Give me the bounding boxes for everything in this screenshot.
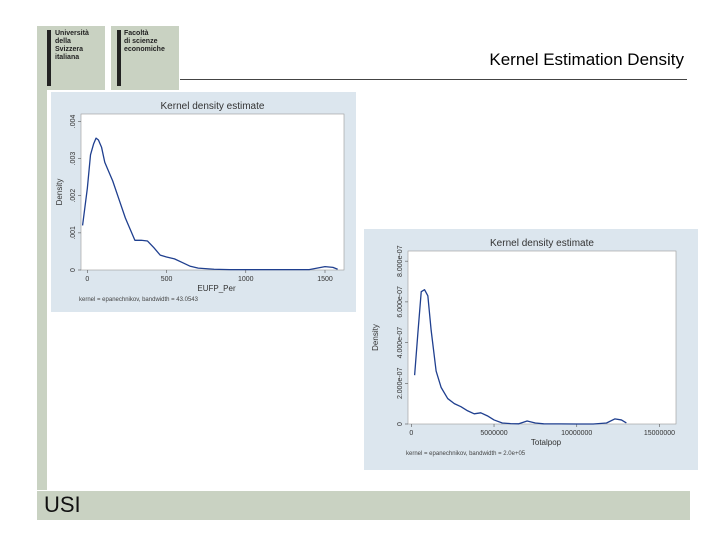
logo-bar [47, 30, 51, 86]
plot-area [80, 113, 345, 271]
x-tick-label: 1000 [238, 276, 254, 283]
x-tick-label: 500 [161, 276, 173, 283]
y-tick-label: 0 [70, 268, 77, 272]
faculty-name: Facoltà di scienze economiche [124, 30, 165, 53]
chart-title: Kernel density estimate [490, 238, 594, 249]
plot-area [407, 250, 677, 425]
logo-bar [117, 30, 121, 86]
x-axis-label: EUFP_Per [197, 284, 236, 293]
y-axis-label: Density [371, 324, 380, 351]
y-tick-label: 2.000e-07 [397, 367, 404, 399]
y-tick-label: .004 [70, 115, 77, 129]
slide-title: Kernel Estimation Density [489, 50, 684, 69]
y-tick-label: 6.000e-07 [397, 286, 404, 318]
kernel-note: kernel = epanechnikov, bandwidth = 2.0e+… [406, 451, 526, 457]
kernel-density-chart-2: Kernel density estimate 0 5000000 10000000 1… [364, 229, 698, 470]
kernel-note: kernel = epanechnikov, bandwidth = 43.05… [79, 297, 199, 303]
footer-usi-label: USI [44, 492, 81, 517]
usi-logo: Università della Svizzera italiana [37, 26, 105, 90]
x-tick-label: 10000000 [561, 430, 592, 437]
y-tick-label: .001 [70, 226, 77, 240]
chart-svg-1: Kernel density estimate 0 500 1000 1500 0 .001… [55, 101, 345, 303]
y-axis-label: Density [55, 179, 64, 206]
x-axis-label: Totalpop [531, 438, 562, 447]
density-line [81, 137, 338, 271]
footer-bar [37, 491, 690, 520]
university-name: Università della Svizzera italiana [55, 30, 89, 61]
y-tick-label: 0 [397, 422, 404, 426]
x-tick-label: 5000000 [480, 430, 507, 437]
left-accent-bar [37, 90, 47, 490]
y-tick-label: 4.000e-07 [397, 327, 404, 359]
density-line [413, 289, 627, 425]
y-tick-label: .003 [70, 152, 77, 166]
chart-svg-2: Kernel density estimate 0 5000000 10000000 1… [371, 238, 677, 457]
x-tick-label: 15000000 [644, 430, 675, 437]
y-tick-label: .002 [70, 189, 77, 203]
x-tick-label: 1500 [317, 276, 333, 283]
y-tick-label: 8.000e-07 [397, 245, 404, 277]
faculty-logo: Facoltà di scienze economiche [111, 26, 179, 90]
x-tick-label: 0 [409, 430, 413, 437]
title-divider [180, 79, 687, 80]
kernel-density-chart-1: Kernel density estimate 0 500 1000 1500 0 .001… [51, 92, 356, 312]
x-tick-label: 0 [85, 276, 89, 283]
chart-title: Kernel density estimate [161, 101, 265, 112]
